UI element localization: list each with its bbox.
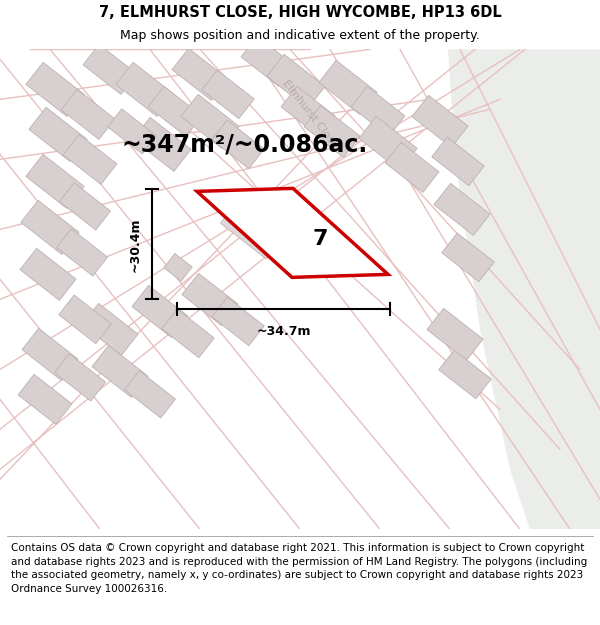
Text: 7, ELMHURST CLOSE, HIGH WYCOMBE, HP13 6DL: 7, ELMHURST CLOSE, HIGH WYCOMBE, HP13 6D… [98, 5, 502, 20]
Polygon shape [351, 86, 405, 136]
Polygon shape [427, 308, 483, 361]
Polygon shape [182, 273, 238, 326]
Polygon shape [26, 154, 84, 208]
Polygon shape [124, 371, 176, 418]
Text: Map shows position and indicative extent of the property.: Map shows position and indicative extent… [120, 29, 480, 42]
Polygon shape [83, 44, 137, 94]
Polygon shape [197, 188, 388, 278]
Polygon shape [432, 137, 484, 186]
Polygon shape [82, 303, 138, 356]
Polygon shape [59, 182, 110, 230]
Polygon shape [241, 36, 295, 86]
Polygon shape [92, 346, 148, 398]
Polygon shape [267, 54, 325, 108]
Polygon shape [412, 96, 468, 148]
Polygon shape [63, 134, 117, 184]
Polygon shape [107, 109, 157, 154]
Polygon shape [61, 89, 115, 139]
Text: Contains OS data © Crown copyright and database right 2021. This information is : Contains OS data © Crown copyright and d… [11, 543, 587, 594]
Polygon shape [319, 61, 377, 114]
Polygon shape [434, 183, 490, 236]
Polygon shape [212, 297, 264, 346]
Polygon shape [304, 106, 360, 158]
Polygon shape [133, 118, 191, 171]
Polygon shape [181, 94, 239, 148]
Polygon shape [359, 116, 417, 171]
Text: ~34.7m: ~34.7m [256, 326, 311, 338]
Polygon shape [202, 70, 254, 119]
Polygon shape [29, 107, 87, 161]
Polygon shape [56, 229, 107, 276]
Polygon shape [281, 86, 335, 136]
Polygon shape [116, 62, 174, 116]
Polygon shape [220, 206, 280, 259]
Text: ~347m²/~0.086ac.: ~347m²/~0.086ac. [122, 132, 368, 156]
Polygon shape [439, 350, 491, 399]
Text: ~30.4m: ~30.4m [129, 217, 142, 272]
Polygon shape [22, 328, 78, 381]
Polygon shape [18, 374, 72, 424]
Polygon shape [164, 254, 192, 281]
Polygon shape [132, 286, 188, 338]
Polygon shape [212, 120, 264, 169]
Polygon shape [172, 48, 228, 101]
Polygon shape [26, 62, 84, 116]
Polygon shape [162, 309, 214, 358]
Polygon shape [440, 49, 600, 529]
Polygon shape [55, 354, 106, 401]
Polygon shape [148, 86, 202, 136]
Polygon shape [21, 201, 79, 254]
Polygon shape [442, 233, 494, 282]
Polygon shape [59, 295, 111, 344]
Polygon shape [20, 248, 76, 301]
Text: 7: 7 [312, 229, 328, 249]
Polygon shape [385, 142, 439, 192]
Text: Elmhurst Close: Elmhurst Close [280, 78, 340, 151]
